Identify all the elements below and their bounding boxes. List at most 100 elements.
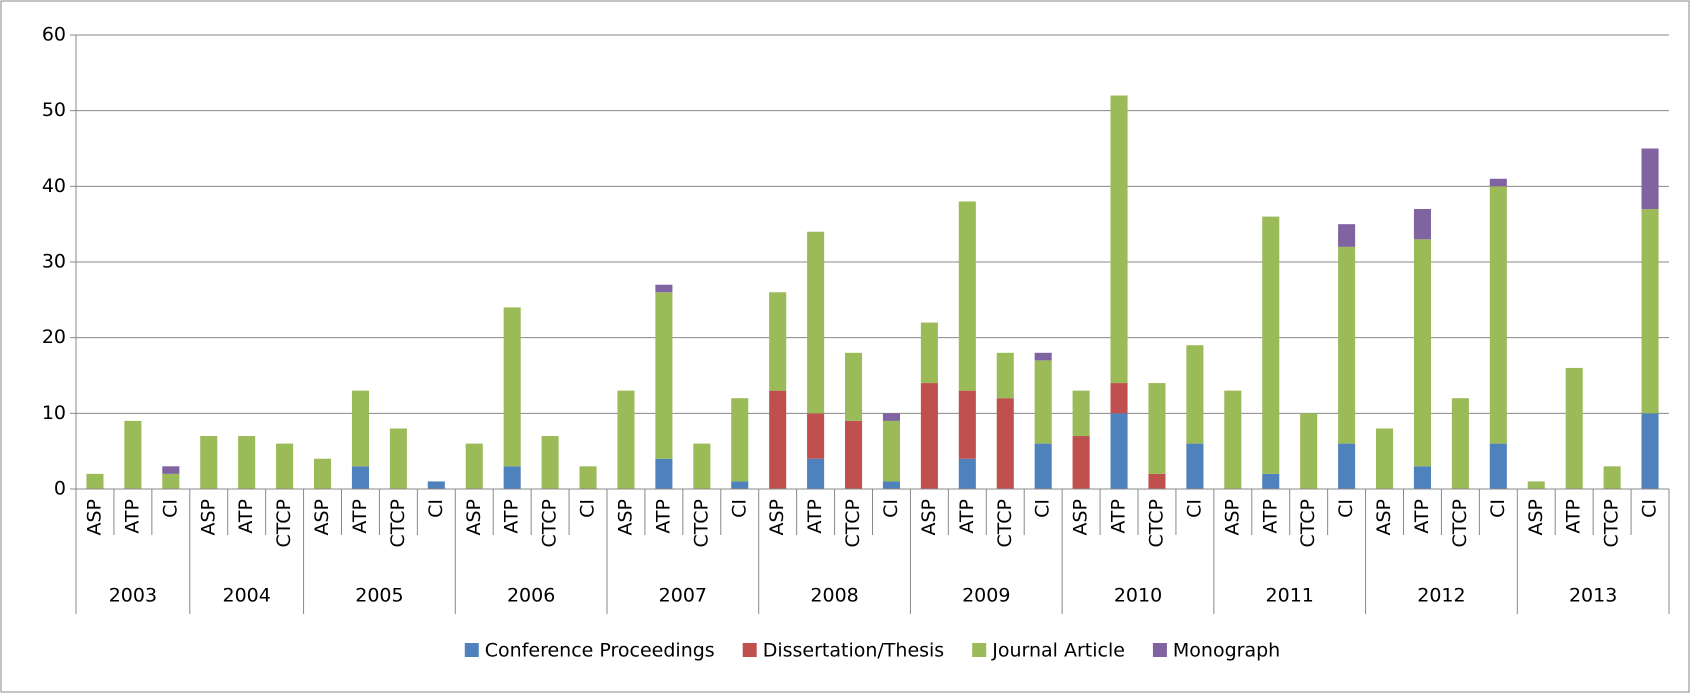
bar-segment (958, 458, 976, 489)
x-tick-label: CI (1032, 499, 1054, 518)
legend-swatch (464, 643, 479, 657)
x-tick-label: ASP (1373, 499, 1395, 536)
bar-segment (882, 481, 900, 489)
x-tick-label: ATP (1563, 499, 1585, 534)
bar-segment (351, 466, 369, 489)
legend-label: Conference Proceedings (485, 640, 715, 662)
x-tick-label: ATP (1108, 499, 1130, 534)
bar-segment (1413, 239, 1431, 467)
bar-segment (1186, 345, 1204, 444)
x-tick-label: ATP (235, 499, 257, 534)
y-tick-label: 30 (42, 251, 66, 273)
x-tick-label: ATP (1411, 499, 1433, 534)
bar-segment (1413, 466, 1431, 489)
x-tick-label: ASP (83, 499, 105, 536)
bar-segment (427, 481, 445, 489)
bar-segment (845, 420, 863, 489)
bar-segment (200, 436, 218, 489)
legend-swatch (972, 643, 987, 657)
x-tick-label: CI (425, 499, 447, 518)
bar-segment (958, 201, 976, 391)
bar-segment (503, 466, 521, 489)
bar-segment (314, 458, 332, 489)
bar-segment (1148, 383, 1166, 474)
bar-segment (1451, 398, 1469, 489)
bar-segment (1527, 481, 1545, 489)
bar-segment (655, 458, 673, 489)
bar-segment (920, 383, 938, 489)
x-tick-label: ASP (614, 499, 636, 536)
x-tick-label: CI (1183, 499, 1205, 518)
bar-segment (1034, 352, 1052, 361)
bar-segment (162, 473, 180, 489)
bar-segment (1641, 148, 1659, 210)
bar-segment (807, 231, 825, 414)
bar-segment (162, 466, 180, 474)
group-label: 2009 (962, 585, 1010, 607)
bar-segment (1376, 428, 1394, 489)
bar-segment (807, 458, 825, 489)
bar-segment (1413, 209, 1431, 240)
bar-segment (1489, 186, 1507, 444)
x-tick-label: ATP (501, 499, 523, 534)
bar-segment (1603, 466, 1621, 489)
group-label: 2006 (507, 585, 555, 607)
bar-segment (1565, 367, 1583, 489)
x-tick-label: CI (577, 499, 599, 518)
x-tick-label: CI (1487, 499, 1509, 518)
bar-segment (693, 443, 711, 489)
x-tick-label: CI (1335, 499, 1357, 518)
group-label: 2011 (1266, 585, 1314, 607)
bar-segment (1489, 443, 1507, 489)
bar-segment (996, 398, 1014, 489)
bar-segment (996, 352, 1014, 399)
x-tick-label: CTCP (1601, 499, 1623, 547)
group-label: 2003 (109, 585, 157, 607)
x-tick-label: ATP (804, 499, 826, 534)
bar-segment (1224, 390, 1242, 489)
bar-segment (465, 443, 483, 489)
bar-segment (541, 436, 559, 489)
bar-segment (845, 352, 863, 421)
bar-segment (1110, 95, 1128, 384)
group-label: 2010 (1114, 585, 1162, 607)
bar-segment (579, 466, 597, 489)
bar-segment (1641, 413, 1659, 489)
bar-segment (617, 390, 635, 489)
bar-segment (1262, 473, 1280, 489)
group-label: 2005 (355, 585, 403, 607)
bar-segment (920, 322, 938, 384)
bar-segment (503, 307, 521, 467)
x-tick-label: CTCP (1145, 499, 1167, 547)
bar-segment (124, 420, 142, 489)
y-tick-label: 10 (42, 402, 66, 424)
x-tick-label: ASP (463, 499, 485, 536)
y-tick-label: 20 (42, 326, 66, 348)
bar-segment (1072, 436, 1090, 489)
bar-segment (1338, 443, 1356, 489)
x-tick-label: ASP (918, 499, 940, 536)
bar-segment (1072, 390, 1090, 437)
x-tick-label: ASP (1221, 499, 1243, 536)
x-tick-label: CI (728, 499, 750, 518)
y-tick-label: 40 (42, 175, 66, 197)
bar-segment (276, 443, 294, 489)
group-label: 2004 (222, 585, 270, 607)
x-tick-label: CTCP (1297, 499, 1319, 547)
bar-segment (1034, 443, 1052, 489)
x-tick-label: ASP (311, 499, 333, 536)
bar-segment (807, 413, 825, 459)
x-tick-label: ASP (1525, 499, 1547, 536)
bar-segment (1641, 209, 1659, 414)
bar-segment (1148, 473, 1166, 489)
legend-label: Dissertation/Thesis (763, 640, 945, 662)
bar-segment (1034, 360, 1052, 444)
x-tick-label: CI (1639, 499, 1661, 518)
y-tick-label: 50 (42, 99, 66, 121)
x-tick-label: CTCP (994, 499, 1016, 547)
bar-segment (655, 284, 673, 293)
bar-segment (769, 390, 787, 489)
bar-segment (882, 420, 900, 482)
bar-segment (1110, 383, 1128, 414)
legend-label: Monograph (1173, 640, 1280, 662)
